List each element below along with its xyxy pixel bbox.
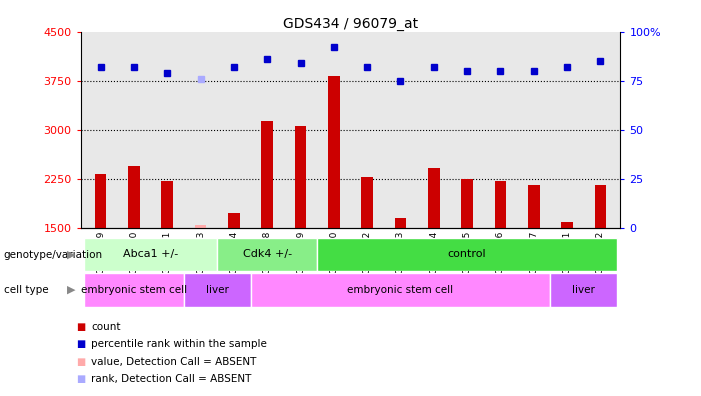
Text: ■: ■	[76, 322, 86, 332]
Bar	[428, 168, 440, 228]
Text: count: count	[91, 322, 121, 332]
Text: embryonic stem cell: embryonic stem cell	[348, 285, 454, 295]
Bar	[195, 225, 206, 228]
Bar	[128, 166, 139, 228]
Bar	[328, 76, 340, 228]
Text: cell type: cell type	[4, 285, 48, 295]
Bar	[361, 177, 373, 228]
Bar	[562, 223, 573, 228]
Bar	[217, 238, 317, 271]
Text: control: control	[448, 249, 486, 259]
Title: GDS434 / 96079_at: GDS434 / 96079_at	[283, 17, 418, 30]
Bar	[461, 179, 473, 228]
Text: ▶: ▶	[67, 285, 76, 295]
Text: ■: ■	[76, 356, 86, 367]
Bar	[184, 273, 250, 307]
Bar	[95, 174, 107, 228]
Bar	[317, 238, 617, 271]
Bar	[84, 238, 217, 271]
Bar	[550, 273, 617, 307]
Text: percentile rank within the sample: percentile rank within the sample	[91, 339, 267, 349]
Text: genotype/variation: genotype/variation	[4, 249, 102, 260]
Bar	[594, 185, 606, 228]
Bar	[294, 126, 306, 228]
Text: Cdk4 +/-: Cdk4 +/-	[243, 249, 292, 259]
Bar	[84, 273, 184, 307]
Bar	[228, 213, 240, 228]
Text: value, Detection Call = ABSENT: value, Detection Call = ABSENT	[91, 356, 257, 367]
Text: Abca1 +/-: Abca1 +/-	[123, 249, 178, 259]
Text: ▶: ▶	[67, 249, 76, 260]
Text: ■: ■	[76, 339, 86, 349]
Bar	[528, 185, 540, 228]
Text: liver: liver	[572, 285, 595, 295]
Text: embryonic stem cell: embryonic stem cell	[81, 285, 187, 295]
Bar	[395, 218, 407, 228]
Text: ■: ■	[76, 374, 86, 384]
Bar	[495, 181, 506, 228]
Bar	[261, 120, 273, 228]
Text: rank, Detection Call = ABSENT: rank, Detection Call = ABSENT	[91, 374, 252, 384]
Bar	[161, 181, 173, 228]
Text: liver: liver	[206, 285, 229, 295]
Bar	[250, 273, 550, 307]
